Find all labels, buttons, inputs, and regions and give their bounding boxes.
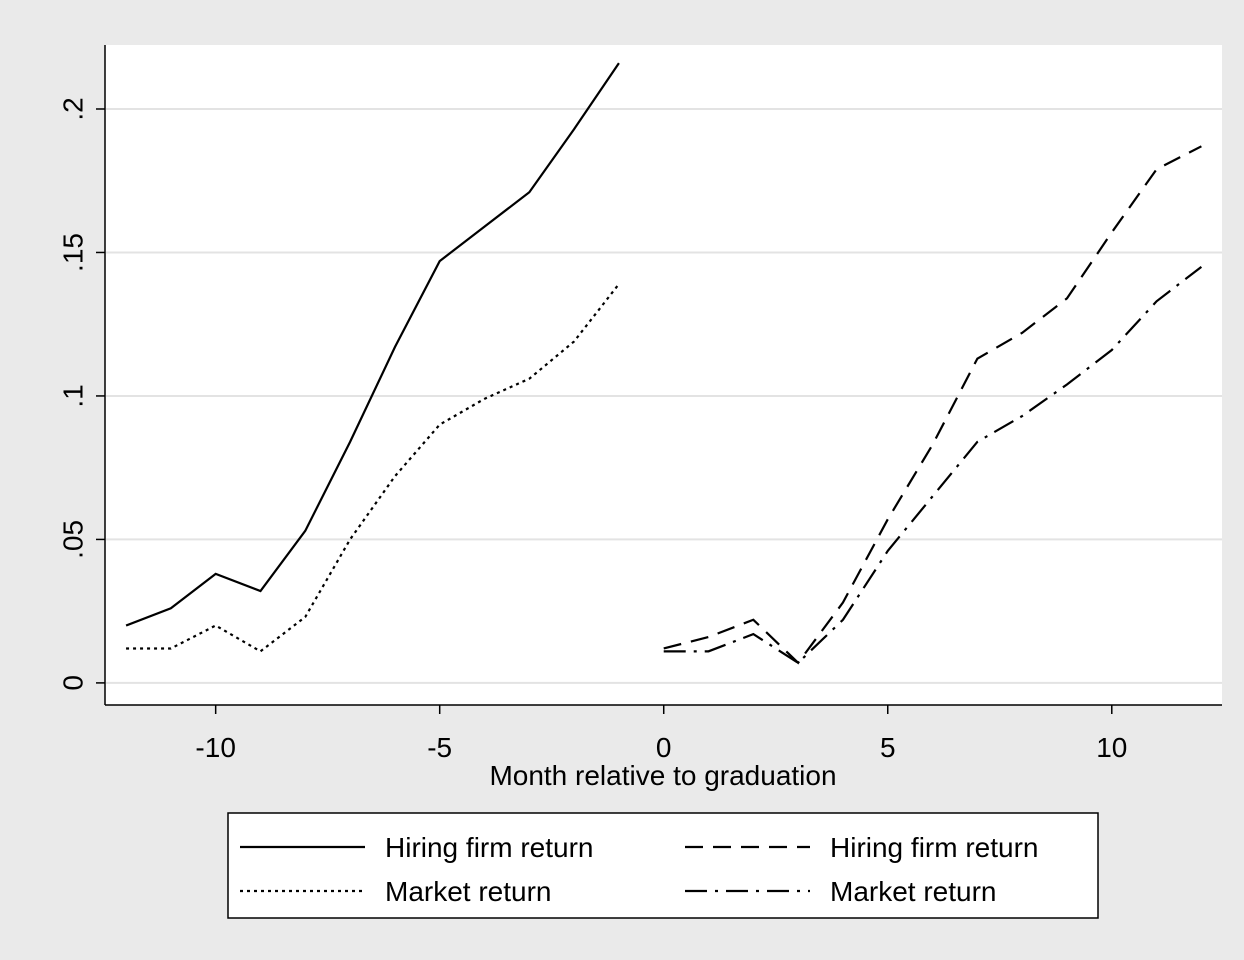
line-series xyxy=(126,283,620,653)
x-tick-label: 5 xyxy=(880,732,896,763)
legend-label: Market return xyxy=(385,876,552,907)
plot-area xyxy=(105,45,1222,705)
line-series xyxy=(663,145,1202,665)
x-tick-label: 0 xyxy=(656,732,672,763)
legend-label: Hiring firm return xyxy=(385,832,593,863)
x-tick-label: -10 xyxy=(195,732,235,763)
legend xyxy=(227,812,1099,919)
y-tick-label: .1 xyxy=(57,384,88,407)
y-tick-label: .2 xyxy=(57,97,88,120)
y-tick-label: .15 xyxy=(57,233,88,272)
y-tick-label: .05 xyxy=(57,520,88,559)
legend-label: Hiring firm return xyxy=(830,832,1038,863)
x-tick-label: 10 xyxy=(1096,732,1127,763)
line-series xyxy=(663,265,1203,665)
x-axis-label: Month relative to graduation xyxy=(489,760,836,791)
y-tick-label: 0 xyxy=(57,675,88,691)
line-series xyxy=(125,62,620,627)
x-tick-label: -5 xyxy=(427,732,452,763)
legend-label: Market return xyxy=(830,876,997,907)
